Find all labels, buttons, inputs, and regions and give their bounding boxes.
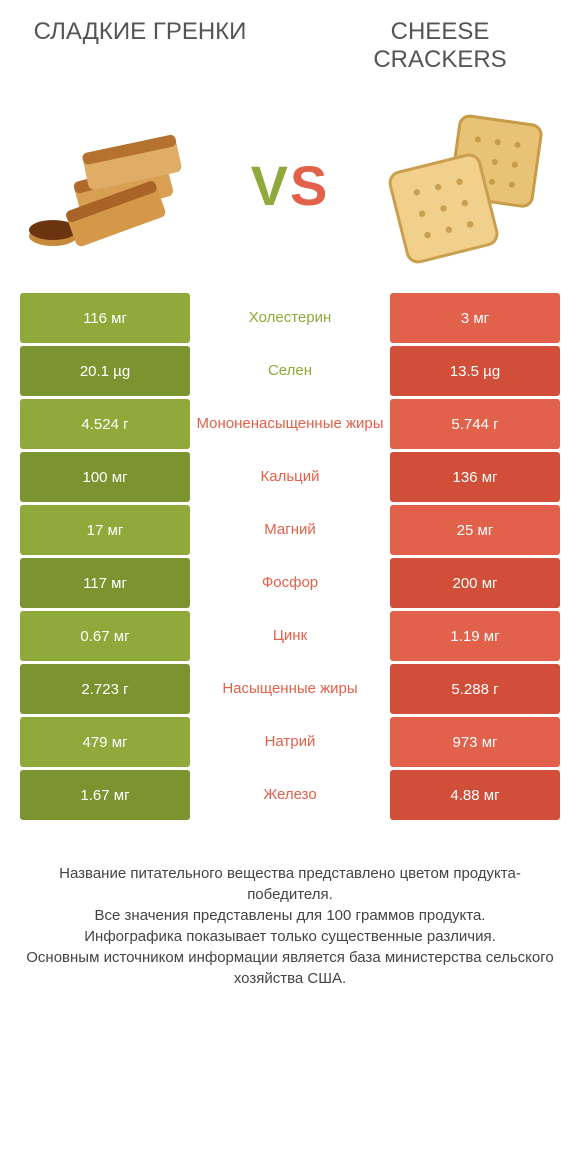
right-value: 4.88 мг [390,770,560,820]
nutrient-name: Магний [190,505,390,555]
left-value: 17 мг [20,505,190,555]
nutrient-row: 116 мгХолестерин3 мг [20,293,560,343]
header: СЛАДКИЕ ГРЕНКИ CHEESE CRACKERS [0,0,580,73]
nutrient-name: Цинк [190,611,390,661]
nutrient-name: Натрий [190,717,390,767]
vs-label: VS [251,153,330,218]
nutrient-row: 20.1 µgСелен13.5 µg [20,346,560,396]
footer-line: Все значения представлены для 100 граммо… [20,905,560,926]
nutrient-row: 1.67 мгЖелезо4.88 мг [20,770,560,820]
right-food-icon [375,106,555,266]
nutrient-row: 4.524 гМононенасыщенные жиры5.744 г [20,399,560,449]
footer-line: Основным источником информации является … [20,947,560,989]
left-value: 100 мг [20,452,190,502]
left-value: 479 мг [20,717,190,767]
nutrient-name: Железо [190,770,390,820]
left-food-icon [25,106,205,266]
nutrient-name: Мононенасыщенные жиры [190,399,390,449]
nutrient-row: 100 мгКальций136 мг [20,452,560,502]
nutrient-row: 2.723 гНасыщенные жиры5.288 г [20,664,560,714]
left-value: 1.67 мг [20,770,190,820]
right-value: 200 мг [390,558,560,608]
nutrient-name: Фосфор [190,558,390,608]
vs-v: V [251,154,290,217]
vs-s: S [290,154,329,217]
right-value: 5.744 г [390,399,560,449]
left-value: 4.524 г [20,399,190,449]
left-product-title: СЛАДКИЕ ГРЕНКИ [30,18,250,73]
nutrient-row: 0.67 мгЦинк1.19 мг [20,611,560,661]
footer-line: Инфографика показывает только существенн… [20,926,560,947]
nutrient-table: 116 мгХолестерин3 мг20.1 µgСелен13.5 µg4… [0,293,580,820]
right-value: 13.5 µg [390,346,560,396]
nutrient-name: Селен [190,346,390,396]
left-value: 2.723 г [20,664,190,714]
right-value: 5.288 г [390,664,560,714]
left-value: 117 мг [20,558,190,608]
right-value: 1.19 мг [390,611,560,661]
footer-text: Название питательного вещества представл… [0,823,580,989]
nutrient-row: 117 мгФосфор200 мг [20,558,560,608]
images-row: VS [0,73,580,293]
left-value: 0.67 мг [20,611,190,661]
nutrient-name: Холестерин [190,293,390,343]
nutrient-name: Кальций [190,452,390,502]
right-value: 973 мг [390,717,560,767]
nutrient-row: 17 мгМагний25 мг [20,505,560,555]
right-value: 25 мг [390,505,560,555]
left-value: 20.1 µg [20,346,190,396]
right-value: 136 мг [390,452,560,502]
left-value: 116 мг [20,293,190,343]
footer-line: Название питательного вещества представл… [20,863,560,905]
nutrient-row: 479 мгНатрий973 мг [20,717,560,767]
right-product-title: CHEESE CRACKERS [330,18,550,73]
right-value: 3 мг [390,293,560,343]
nutrient-name: Насыщенные жиры [190,664,390,714]
